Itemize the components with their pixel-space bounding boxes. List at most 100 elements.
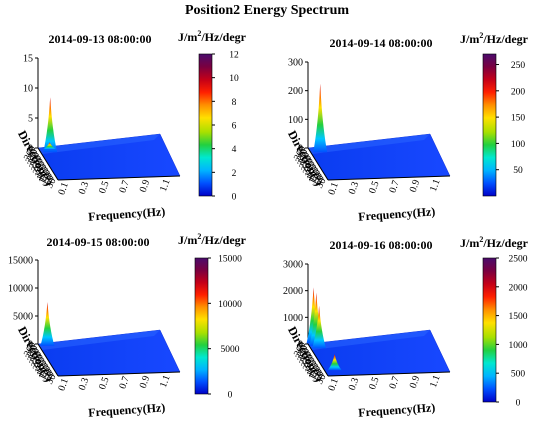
z-tick-label: 3000 <box>283 260 303 271</box>
colorbar-tick-label: 10 <box>229 74 239 84</box>
x-axis-line <box>327 175 451 181</box>
x-tick-label: 0.3 <box>347 376 362 392</box>
x-axis-line <box>57 175 181 181</box>
y-axis-line <box>307 147 329 181</box>
x-tick-label: 0.5 <box>97 376 112 392</box>
x-axis-line <box>57 371 181 377</box>
colorbar-tick-label: 0 <box>228 391 233 401</box>
x-tick-label: 0.9 <box>408 178 423 194</box>
z-tick-label: 0 <box>28 340 33 351</box>
colorbar-tick-label: 250 <box>511 61 526 71</box>
y-tick-label: 90 <box>41 366 55 380</box>
x-axis-label: Frequency(Hz) <box>358 400 436 419</box>
colorbar-tick-label: 150 <box>511 114 526 124</box>
z-tick-label: 100 <box>288 115 303 126</box>
colorbar-tick-label: 0 <box>516 399 521 409</box>
y-axis-line <box>307 343 329 377</box>
z-tick-label: 0 <box>298 144 303 155</box>
colorbar <box>482 53 497 197</box>
y-tick-label: 60 <box>42 369 56 383</box>
surface-band <box>38 134 160 154</box>
y-tick-label: 30 <box>314 372 328 386</box>
surface-peak <box>313 83 328 153</box>
y-tick-label: 90 <box>311 366 325 380</box>
x-tick-label: 1.1 <box>428 374 443 390</box>
surface-band <box>38 330 160 350</box>
surface-band <box>308 134 430 154</box>
colorbar-label: J/m2/Hz/degr <box>460 31 529 46</box>
colorbar <box>482 257 497 403</box>
colorbar-tick-label: 12 <box>229 51 239 61</box>
colorbar-label: J/m2/Hz/degr <box>178 232 247 247</box>
y-tick-label: 60 <box>42 173 56 187</box>
surface-peak <box>42 142 57 150</box>
x-tick-label: 0.3 <box>347 180 362 196</box>
y-axis-line <box>37 343 59 377</box>
panel-1: 2014-09-13 08:00:00 J/m2/Hz/degr 0 5 10 15 0.1… <box>15 29 247 224</box>
x-tick-label: 0.1 <box>56 181 71 197</box>
y-tick-label: 90 <box>41 170 55 184</box>
z-tick-label: 15000 <box>8 256 33 267</box>
panel-2: 2014-09-14 08:00:00 J/m2/Hz/degr 0 100 200 30… <box>285 31 529 224</box>
x-tick-label: 0.3 <box>77 180 92 196</box>
colorbar-tick-label: 6 <box>232 122 237 132</box>
z-tick-label: 300 <box>288 58 303 69</box>
x-tick-label: 1.1 <box>158 374 173 390</box>
x-axis-line <box>327 371 451 377</box>
z-tick-label: 10 <box>23 84 33 95</box>
panel-title: 2014-09-14 08:00:00 <box>330 36 433 50</box>
x-tick-label: 0.7 <box>117 375 132 391</box>
colorbar-label: J/m2/Hz/degr <box>460 235 529 250</box>
colorbar <box>194 257 209 395</box>
colorbar-tick-label: 10000 <box>218 300 242 310</box>
y-axis-line <box>37 147 59 181</box>
y-tick-label: 60 <box>312 369 326 383</box>
z-tick-label: 1000 <box>283 313 303 324</box>
colorbar-tick-label: 2000 <box>509 283 528 293</box>
z-tick-label: 10000 <box>8 284 33 295</box>
x-tick-label: 0.1 <box>326 181 341 197</box>
panel-title: 2014-09-15 08:00:00 <box>47 235 150 249</box>
figure-title: Position2 Energy Spectrum <box>185 3 349 18</box>
z-tick-label: 0 <box>298 340 303 351</box>
x-tick-label: 0.9 <box>138 178 153 194</box>
y-tick-label: 60 <box>312 173 326 187</box>
surface-peak <box>327 354 342 371</box>
colorbar-tick-label: 500 <box>511 370 526 380</box>
colorbar-tick-label: 200 <box>511 87 526 97</box>
x-tick-label: 0.5 <box>97 180 112 196</box>
x-axis-label: Frequency(Hz) <box>88 204 166 223</box>
colorbar-label: J/m2/Hz/degr <box>178 29 247 44</box>
x-tick-label: 0.7 <box>387 375 402 391</box>
colorbar-tick-label: 1000 <box>509 341 528 351</box>
y-tick-label: 30 <box>44 372 58 386</box>
colorbar-tick-label: 100 <box>511 140 526 150</box>
surface-peak <box>40 302 55 346</box>
z-tick-label: 5 <box>28 114 33 125</box>
x-tick-label: 0.7 <box>117 179 132 195</box>
y-tick-label: 30 <box>44 176 58 190</box>
colorbar <box>198 53 213 197</box>
colorbar-tick-label: 2 <box>232 169 237 179</box>
x-tick-label: 0.9 <box>138 374 153 390</box>
z-tick-label: 15 <box>23 54 33 65</box>
x-tick-label: 0.1 <box>56 377 71 393</box>
x-tick-label: 0.9 <box>408 374 423 390</box>
surface-peak <box>43 97 58 153</box>
x-tick-label: 0.5 <box>367 376 382 392</box>
colorbar-tick-label: 2500 <box>509 255 528 265</box>
x-tick-label: 0.1 <box>326 377 341 393</box>
x-tick-label: 1.1 <box>428 178 443 194</box>
z-tick-label: 0 <box>28 144 33 155</box>
colorbar-tick-label: 50 <box>513 166 523 176</box>
y-tick-label: 30 <box>314 176 328 190</box>
z-tick-label: 2000 <box>283 286 303 297</box>
colorbar-tick-label: 5000 <box>221 345 240 355</box>
z-tick-label: 200 <box>288 86 303 97</box>
x-axis-label: Frequency(Hz) <box>358 204 436 223</box>
colorbar-tick-label: 15000 <box>218 255 242 265</box>
x-tick-label: 0.7 <box>387 179 402 195</box>
panel-title: 2014-09-13 08:00:00 <box>49 32 152 46</box>
colorbar-tick-label: 8 <box>232 98 237 108</box>
